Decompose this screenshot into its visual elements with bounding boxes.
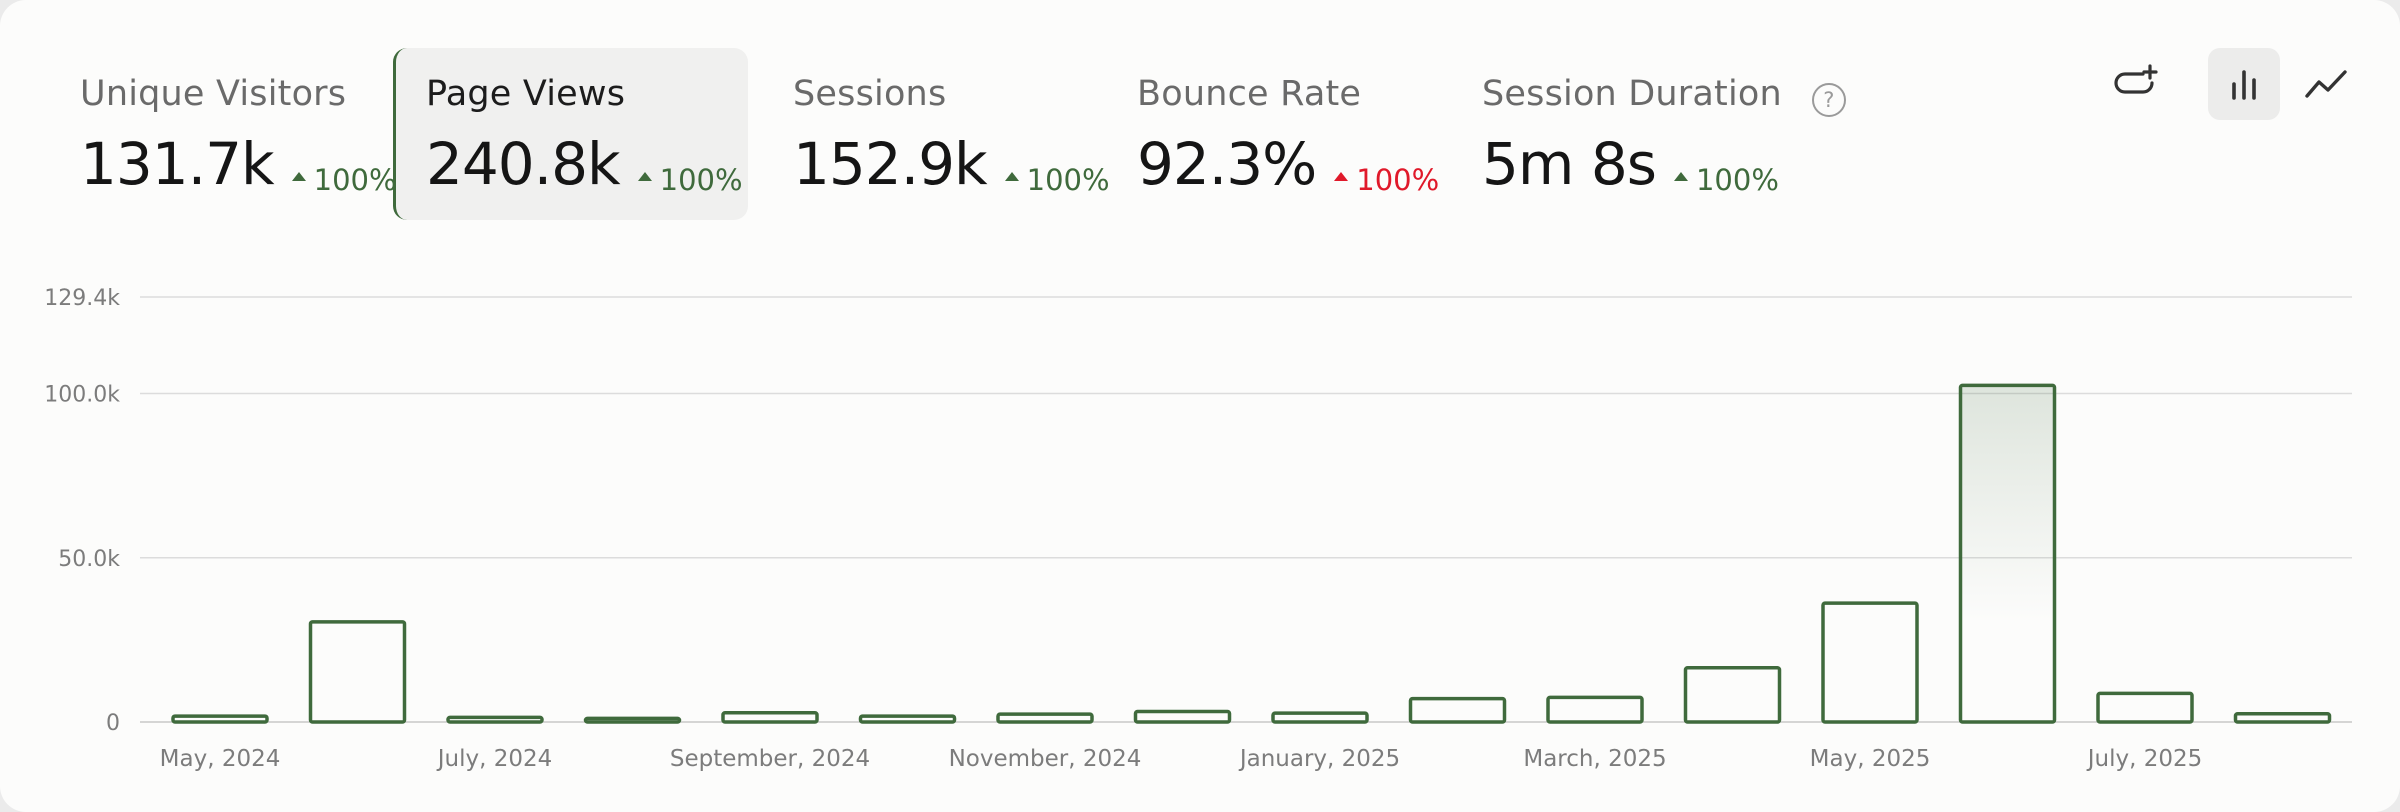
- metric-session-duration[interactable]: Session Duration? 5m 8s 100%: [1440, 48, 1900, 220]
- metric-change: 100%: [1004, 163, 1110, 197]
- add-comparison-icon: [2114, 64, 2158, 94]
- line-chart-icon: [2305, 70, 2347, 98]
- metric-page-views[interactable]: Page Views 240.8k 100%: [393, 48, 748, 220]
- x-tick-label: July, 2025: [2086, 746, 2203, 772]
- bar: [1546, 695, 1644, 724]
- bar-chart-button[interactable]: [2208, 48, 2280, 120]
- y-tick-label: 0: [106, 711, 120, 736]
- help-icon[interactable]: ?: [1811, 83, 1846, 117]
- metric-sessions[interactable]: Sessions 152.9k 100%: [760, 48, 1110, 220]
- x-tick-label: July, 2024: [436, 746, 553, 772]
- line-chart-button[interactable]: [2290, 48, 2362, 120]
- bar: [446, 715, 544, 724]
- bar: [2096, 691, 2194, 724]
- metric-tabs: Unique Visitors 131.7k 100% Page Views 2…: [0, 0, 2000, 230]
- metric-unique-visitors[interactable]: Unique Visitors 131.7k 100%: [0, 48, 397, 220]
- page-views-bar-chart: 0 50.0k 100.0k 129.4k May, 2024 July, 2024 Se…: [44, 286, 2352, 772]
- bar-chart-icon: [2232, 70, 2256, 100]
- bar: [2233, 712, 2332, 724]
- metric-label: Session Duration?: [1482, 74, 1846, 117]
- bar: [1133, 709, 1232, 724]
- metric-value: 5m 8s: [1482, 130, 1657, 198]
- metric-label: Unique Visitors: [80, 74, 347, 114]
- bars: [171, 383, 2332, 724]
- bar: [858, 714, 957, 724]
- y-axis: 0 50.0k 100.0k 129.4k: [44, 286, 120, 736]
- x-tick-label: May, 2025: [1810, 746, 1931, 772]
- add-comparison-button[interactable]: [2100, 48, 2172, 120]
- y-tick-label: 129.4k: [44, 286, 120, 311]
- trend-up-icon: [1004, 172, 1019, 181]
- x-tick-label: May, 2024: [160, 746, 281, 772]
- trend-up-icon: [1334, 172, 1349, 181]
- bar: [1821, 601, 1919, 724]
- bar: [996, 712, 1094, 724]
- metric-bounce-rate[interactable]: Bounce Rate 92.3% 100%: [1100, 48, 1439, 220]
- x-tick-label: January, 2025: [1238, 746, 1400, 772]
- bar: [171, 714, 269, 724]
- x-tick-label: March, 2025: [1523, 746, 1666, 772]
- bar: [1271, 711, 1369, 724]
- bar: [721, 711, 819, 724]
- trend-up-icon: [637, 172, 652, 181]
- x-tick-label: September, 2024: [670, 746, 870, 772]
- metric-label: Page Views: [426, 74, 626, 114]
- metric-change: 100%: [1673, 163, 1779, 197]
- bar: [308, 620, 407, 724]
- y-tick-label: 50.0k: [58, 547, 120, 572]
- bar: [1408, 696, 1507, 724]
- x-tick-label: November, 2024: [949, 746, 1142, 772]
- metric-value: 152.9k: [793, 130, 988, 198]
- metric-value: 92.3%: [1137, 130, 1317, 198]
- metric-change: 100%: [1334, 163, 1439, 197]
- bar: [583, 716, 682, 724]
- bar: [1683, 666, 1782, 724]
- metric-label: Sessions: [793, 74, 947, 114]
- metric-label: Bounce Rate: [1137, 74, 1362, 114]
- bar: [1958, 383, 2057, 724]
- metric-value: 131.7k: [80, 130, 275, 198]
- metric-value: 240.8k: [426, 130, 621, 198]
- trend-up-icon: [291, 172, 306, 181]
- x-axis: May, 2024 July, 2024 September, 2024 Novemb…: [160, 746, 2203, 772]
- bar-highlight-fill: [1960, 385, 2055, 722]
- metric-change: 100%: [291, 163, 397, 197]
- chart-toolbar: [2100, 48, 2400, 120]
- metric-change: 100%: [637, 163, 743, 197]
- trend-up-icon: [1673, 172, 1688, 181]
- y-tick-label: 100.0k: [44, 383, 120, 408]
